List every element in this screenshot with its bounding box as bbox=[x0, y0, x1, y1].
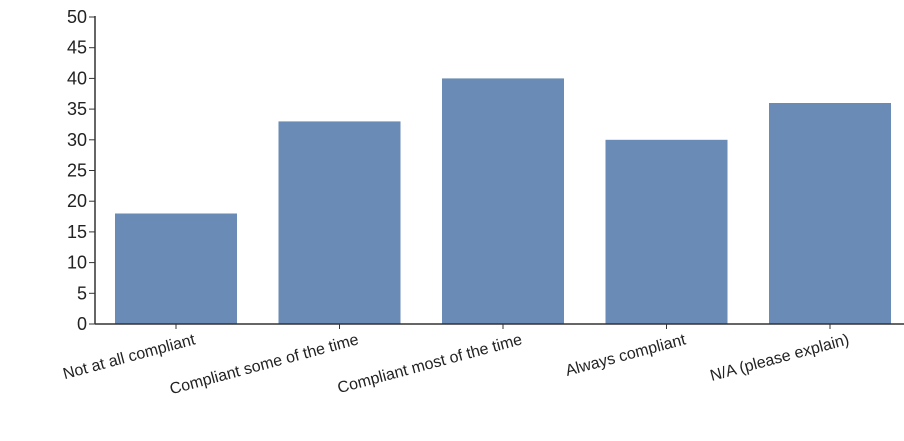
bar-2 bbox=[278, 121, 401, 325]
y-tick-label-30: 30 bbox=[67, 130, 87, 150]
y-axis: 0 5 10 15 20 25 30 35 40 45 50 bbox=[67, 7, 96, 334]
x-category-label-5: N/A (please explain) bbox=[708, 331, 851, 384]
y-tick-label-10: 10 bbox=[67, 253, 87, 273]
y-tick-label-45: 45 bbox=[67, 38, 87, 58]
bar-5 bbox=[769, 103, 891, 324]
y-tick-label-40: 40 bbox=[67, 68, 87, 88]
y-tick-label-50: 50 bbox=[67, 7, 87, 27]
bar-1 bbox=[115, 213, 237, 324]
bars-layer bbox=[115, 78, 891, 325]
y-tick-label-0: 0 bbox=[77, 314, 87, 334]
x-category-label-2: Compliant some of the time bbox=[168, 331, 361, 398]
y-tick-label-35: 35 bbox=[67, 99, 87, 119]
bar-3 bbox=[442, 78, 564, 325]
x-category-label-4: Always compliant bbox=[564, 331, 688, 380]
y-tick-label-25: 25 bbox=[67, 161, 87, 181]
y-tick-label-20: 20 bbox=[67, 191, 87, 211]
y-tick-label-15: 15 bbox=[67, 222, 87, 242]
x-category-label-3: Compliant most of the time bbox=[336, 331, 524, 397]
y-tick-label-5: 5 bbox=[77, 283, 87, 303]
bar-4 bbox=[605, 139, 728, 324]
x-category-label-1: Not at all compliant bbox=[61, 331, 197, 383]
